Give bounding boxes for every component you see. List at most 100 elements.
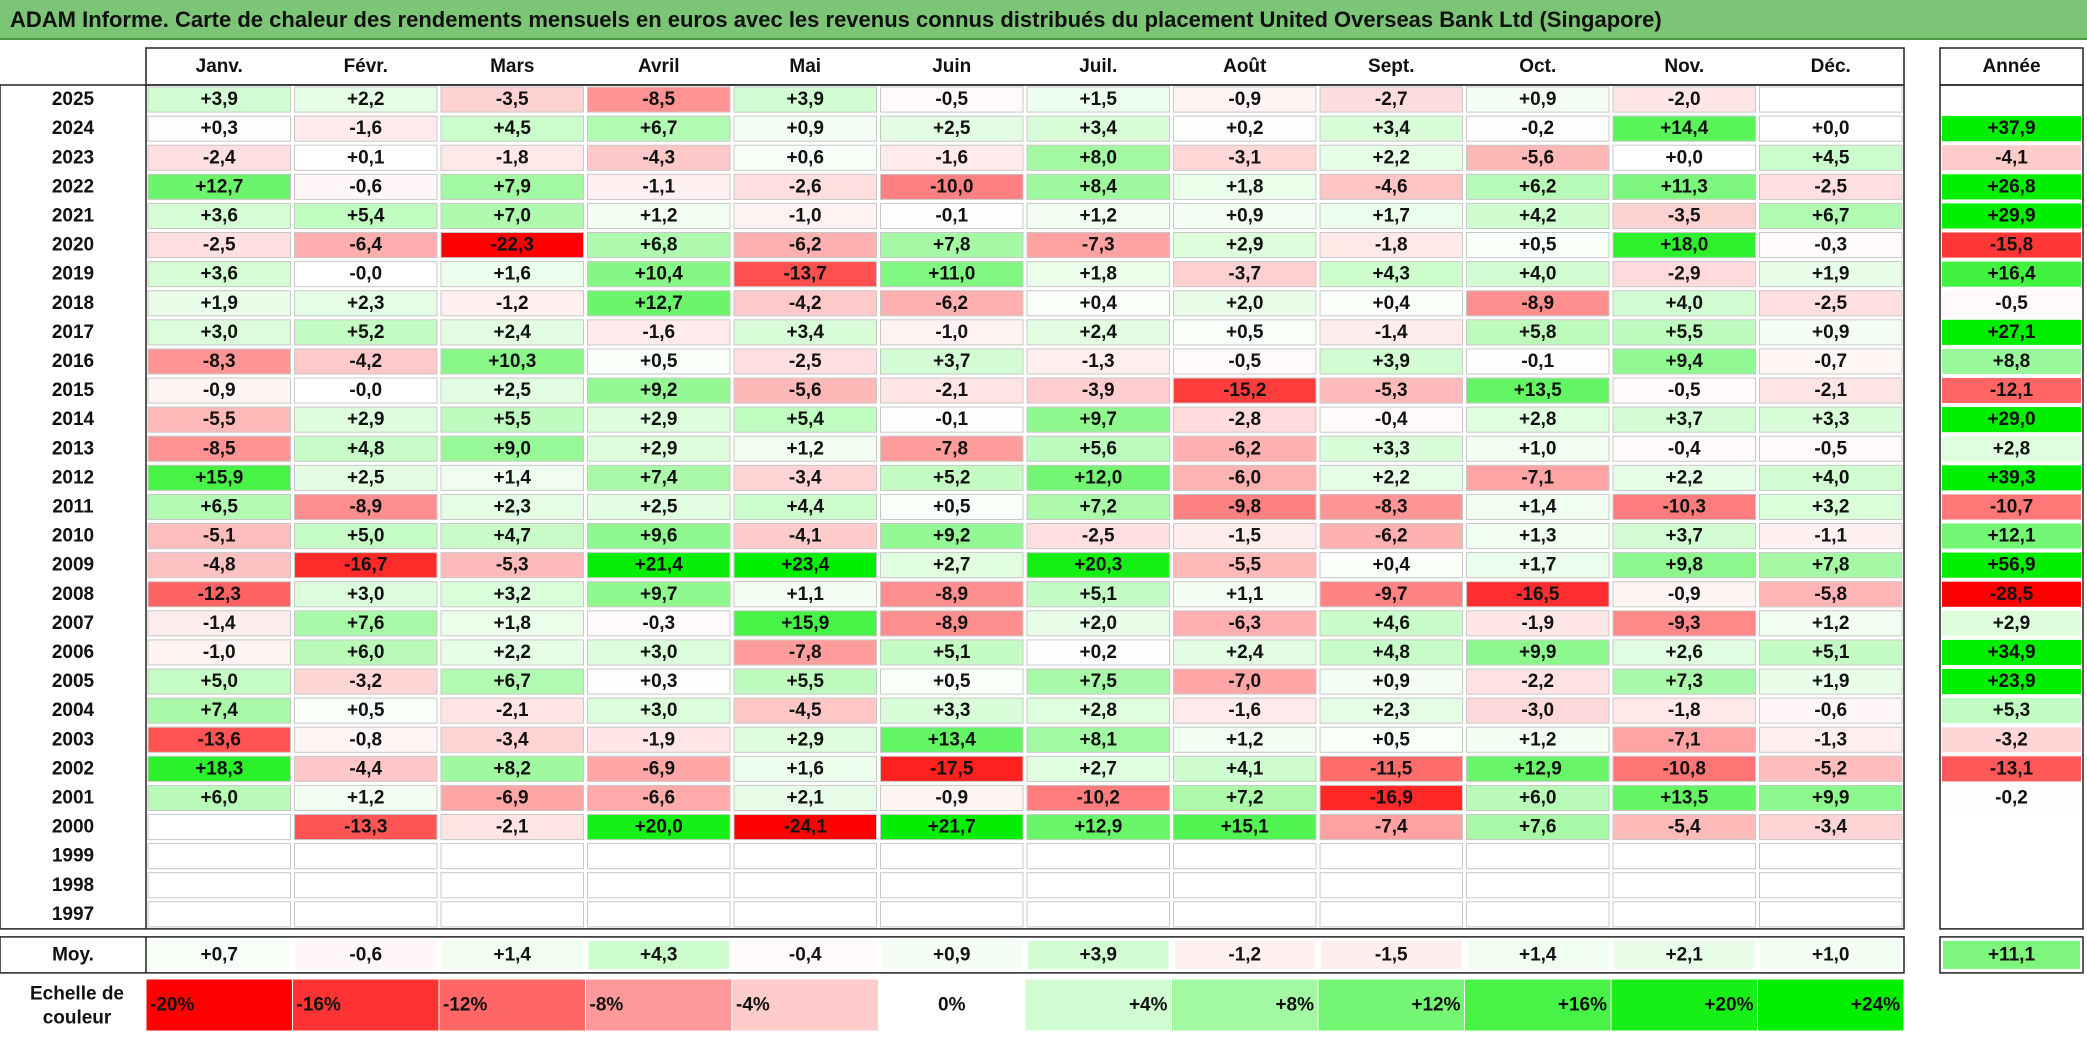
cell-value: +1,2 — [786, 438, 824, 459]
heatmap-cell — [880, 668, 1024, 695]
heatmap-cell — [1759, 552, 1903, 579]
heatmap-cell — [587, 668, 731, 695]
cell-value: -2,5 — [789, 351, 822, 372]
cell-value: +3,4 — [1079, 118, 1117, 139]
cell-value: +2,2 — [1665, 467, 1703, 488]
cell-value: -24,1 — [784, 817, 828, 838]
heatmap-cell — [440, 144, 584, 171]
cell-value: -6,9 — [496, 787, 529, 808]
row-year-label: 1998 — [52, 875, 94, 896]
heatmap-cell — [880, 144, 1024, 171]
cell-value: +4,8 — [1372, 642, 1410, 663]
heatmap-cell — [1466, 493, 1610, 520]
heatmap-cell — [1173, 639, 1317, 666]
heatmap-cell — [440, 755, 584, 782]
cell-value: +3,0 — [347, 584, 385, 605]
heatmap-cell — [147, 843, 291, 870]
heatmap-cell — [1173, 348, 1317, 375]
heatmap-cell — [1612, 232, 1756, 259]
heatmap-cell — [880, 464, 1024, 491]
heatmap-cell — [880, 755, 1024, 782]
cell-value: +2,7 — [933, 555, 971, 576]
heatmap-cell — [1319, 144, 1463, 171]
heatmap-cell — [1466, 784, 1610, 812]
heatmap-cell — [1319, 814, 1463, 841]
annual-cell — [1942, 610, 2081, 636]
heatmap-cell — [587, 232, 731, 259]
heatmap-cell — [587, 814, 731, 841]
cell-value: +12,0 — [1074, 467, 1122, 488]
cell-value: +18,3 — [195, 758, 243, 779]
cell-value: -8,9 — [935, 613, 968, 634]
cell-value: +12,9 — [1074, 817, 1122, 838]
heatmap-cell — [294, 784, 438, 812]
average-value: -1,2 — [1228, 944, 1261, 965]
cell-value: +0,9 — [1812, 322, 1850, 343]
cell-value: +4,8 — [347, 438, 385, 459]
heatmap-cell — [1466, 115, 1610, 142]
month-header: Août — [1223, 56, 1267, 77]
month-header: Nov. — [1664, 56, 1704, 77]
heatmap-cell — [1026, 86, 1170, 113]
cell-value: -9,7 — [1375, 584, 1408, 605]
heatmap-cell — [1026, 261, 1170, 288]
cell-value: +1,8 — [1226, 176, 1264, 197]
cell-value: +1,8 — [1079, 264, 1117, 285]
cell-value: -8,9 — [349, 496, 382, 517]
heatmap-cell — [1759, 202, 1903, 229]
cell-value: +0,5 — [347, 700, 385, 721]
heatmap-cell — [880, 552, 1024, 579]
cell-value: -1,9 — [1521, 613, 1554, 634]
annual-value: +2,9 — [1993, 613, 2031, 634]
cell-value: +0,5 — [933, 671, 971, 692]
cell-value: +0,2 — [1079, 642, 1117, 663]
cell-value: +1,6 — [786, 758, 824, 779]
annual-value: +39,3 — [1987, 467, 2035, 488]
average-value: -0,4 — [789, 944, 822, 965]
heatmap-cell — [1026, 144, 1170, 171]
cell-value: -10,8 — [1663, 758, 1706, 779]
cell-value: +6,2 — [1519, 176, 1557, 197]
cell-value: +4,2 — [1519, 205, 1557, 226]
cell-value: +2,5 — [493, 380, 531, 401]
cell-value: -13,6 — [198, 729, 241, 750]
cell-value: +2,6 — [1665, 642, 1703, 663]
annual-value: +34,9 — [1987, 642, 2035, 663]
cell-value: +3,9 — [200, 89, 238, 110]
annual-value: -12,1 — [1990, 380, 2034, 401]
cell-value: -4,6 — [1375, 176, 1408, 197]
row-year-label: 2013 — [52, 438, 94, 459]
cell-value: -16,5 — [1516, 584, 1560, 605]
annual-value: -4,1 — [1995, 147, 2028, 168]
annual-value: -13,1 — [1990, 758, 2034, 779]
annual-value: +16,4 — [1987, 264, 2036, 285]
cell-value: +4,1 — [1226, 758, 1264, 779]
cell-value: +7,2 — [1079, 496, 1117, 517]
cell-value: +9,0 — [493, 438, 531, 459]
cell-value: +5,2 — [933, 467, 971, 488]
heatmap-cell — [1319, 901, 1463, 928]
cell-value: +3,0 — [640, 642, 678, 663]
cell-value: +1,9 — [1812, 264, 1850, 285]
heatmap-cell — [147, 639, 291, 666]
cell-value: +1,3 — [1519, 526, 1557, 547]
heatmap-cell — [1612, 901, 1756, 928]
cell-value: +7,8 — [933, 235, 971, 256]
heatmap-cell — [1612, 377, 1756, 404]
heatmap-cell — [733, 872, 877, 899]
scale-step-label: +20% — [1704, 995, 1753, 1016]
row-year-label: 2011 — [52, 496, 94, 517]
heatmap-cell — [880, 784, 1024, 812]
cell-value: -6,3 — [1228, 613, 1261, 634]
cell-value: +1,2 — [1226, 729, 1264, 750]
row-year-label: 1997 — [52, 904, 94, 925]
heatmap-cell — [294, 843, 438, 870]
heatmap-cell — [1612, 784, 1756, 812]
cell-value: +1,2 — [1812, 613, 1850, 634]
heatmap-cell — [1612, 261, 1756, 288]
heatmap-cell — [733, 377, 877, 404]
row-year-label: 2002 — [52, 758, 94, 779]
row-year-label: 2023 — [52, 147, 94, 168]
cell-value: +1,1 — [1226, 584, 1264, 605]
cell-value: +1,8 — [493, 613, 531, 634]
